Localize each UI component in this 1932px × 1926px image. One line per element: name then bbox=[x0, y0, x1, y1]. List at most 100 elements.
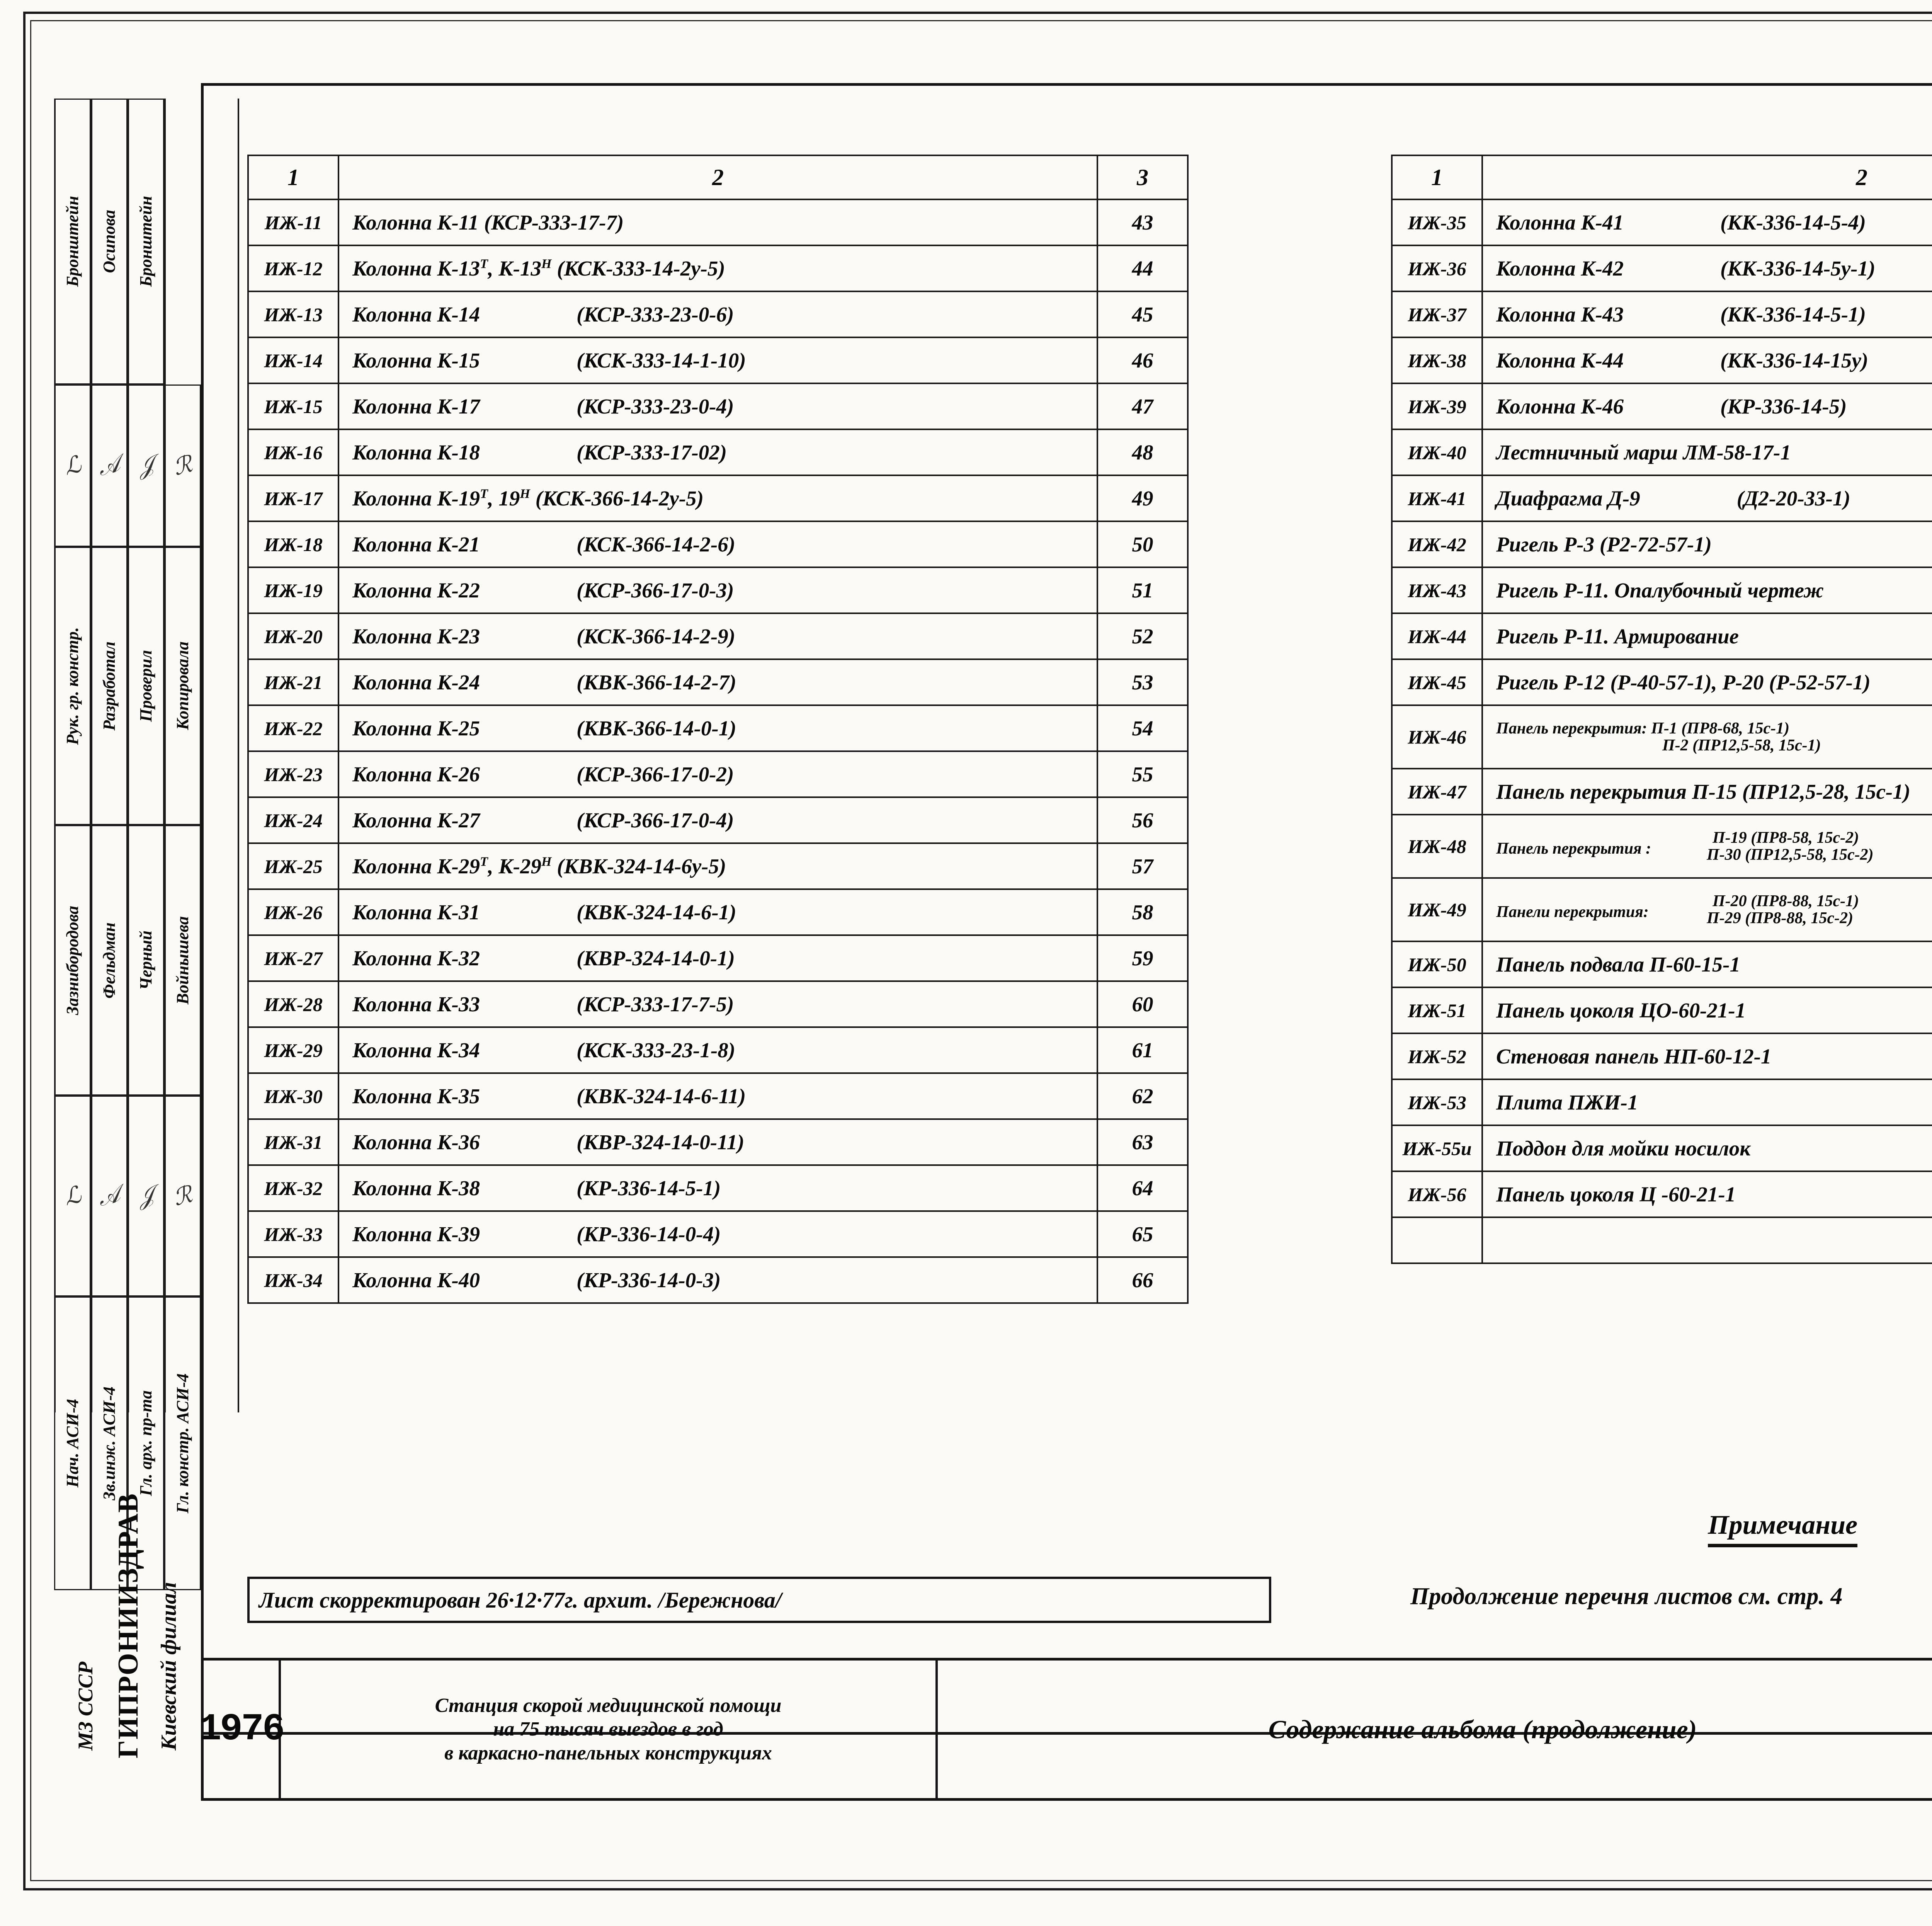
row-name: Панели перекрытия: П-20 (ПР8-88, 15с-1) П-… bbox=[1481, 877, 1932, 942]
row-name: Колонна К-34 (КСК-333-23-1-8) bbox=[338, 1026, 1098, 1074]
row-code: ИЖ-39 bbox=[1391, 383, 1483, 430]
table-row: ИЖ-30 Колонна К-35 (КВК-324-14-6-11) 62 bbox=[247, 1072, 1189, 1120]
row-code: ИЖ-30 bbox=[247, 1072, 339, 1120]
correction-note-box: Лист скорректирован 26·12·77г. архит. /Б… bbox=[247, 1577, 1271, 1623]
ministry-name: МЗ СССР bbox=[74, 1661, 97, 1751]
row-name: Колонна К-31 (КВК-324-14-6-1) bbox=[338, 888, 1098, 936]
row-name: Колонна К-39 (КР-336-14-0-4) bbox=[338, 1210, 1098, 1258]
row-code: ИЖ-26 bbox=[247, 888, 339, 936]
stamp-roles-lower-2: Зв.инж. АСИ-4 bbox=[91, 1296, 128, 1590]
row-page: 62 bbox=[1097, 1072, 1189, 1120]
table-row: ИЖ-32 Колонна К-38 (КР-336-14-5-1) 64 bbox=[247, 1164, 1189, 1212]
row-code: ИЖ-46 bbox=[1391, 704, 1483, 769]
row-name: Панель перекрытия : П-19 (ПР8-58, 15с-2) П… bbox=[1481, 814, 1932, 879]
row-name: Ригель Р-12 (Р-40-57-1), Р-20 (Р-52-57-1… bbox=[1481, 658, 1932, 706]
header-col-2: 2 bbox=[338, 155, 1098, 200]
table-row: ИЖ-25 Колонна К-29Т, К-29Н (КВК-324-14-6у… bbox=[247, 842, 1189, 890]
table-row: ИЖ-28 Колонна К-33 (КСР-333-17-7-5) 60 bbox=[247, 980, 1189, 1028]
stamp-text: Войнышева bbox=[173, 916, 192, 1005]
handwritten-signature: 𝒥 bbox=[135, 451, 157, 480]
handwritten-signature: 𝒜 bbox=[95, 450, 123, 481]
row-name: Плита ПЖИ-1 bbox=[1481, 1079, 1932, 1126]
header-col-1: 1 bbox=[1391, 155, 1483, 200]
row-name: Колонна К-38 (КР-336-14-5-1) bbox=[338, 1164, 1098, 1212]
row-code: ИЖ-51 bbox=[1391, 987, 1483, 1034]
stamp-text: Рук. гр. констр. bbox=[63, 627, 82, 745]
row-code: ИЖ-18 bbox=[247, 521, 339, 568]
header-col-1: 1 bbox=[247, 155, 339, 200]
row-name: Ригель Р-11. Опалубочный чертеж bbox=[1481, 567, 1932, 614]
table-row: ИЖ-20 Колонна К-23 (КСК-366-14-2-9) 52 bbox=[247, 613, 1189, 660]
table-row bbox=[1391, 1217, 1932, 1264]
row-name: Ригель Р-3 (Р2-72-57-1) bbox=[1481, 521, 1932, 568]
row-name: Колонна К-27 (КСР-366-17-0-4) bbox=[338, 796, 1098, 844]
stamp-roles-upper-2: Разработал bbox=[91, 547, 128, 825]
row-code: ИЖ-37 bbox=[1391, 291, 1483, 338]
row-name: Колонна К-21 (КСК-366-14-2-6) bbox=[338, 521, 1098, 568]
row-code: ИЖ-27 bbox=[247, 934, 339, 982]
stamp-text: Черный bbox=[136, 931, 155, 990]
row-name: Стеновая панель НП-60-12-1 bbox=[1481, 1033, 1932, 1080]
row-page: 54 bbox=[1097, 704, 1189, 752]
header-col-2: 2 bbox=[1481, 155, 1932, 200]
row-code: ИЖ-52 bbox=[1391, 1033, 1483, 1080]
title-block: 1976 Станция скорой медицинской помощи н… bbox=[199, 1658, 1932, 1801]
table-row: ИЖ-14 Колонна К-15 (КСК-333-14-1-10) 46 bbox=[247, 337, 1189, 384]
row-name: Колонна К-11 (КСР-333-17-7) bbox=[338, 199, 1098, 246]
row-code: ИЖ-15 bbox=[247, 383, 339, 430]
row-code: ИЖ-13 bbox=[247, 291, 339, 338]
row-page: 45 bbox=[1097, 291, 1189, 338]
table-row: ИЖ-12 Колонна К-13Т, К-13Н (КСК-333-14-2у… bbox=[247, 245, 1189, 292]
row-code: ИЖ-33 bbox=[247, 1210, 339, 1258]
row-name: Колонна К-14 (КСР-333-23-0-6) bbox=[338, 291, 1098, 338]
row-code: ИЖ-19 bbox=[247, 567, 339, 614]
row-page: 46 bbox=[1097, 337, 1189, 384]
row-page: 56 bbox=[1097, 796, 1189, 844]
row-code: ИЖ-43 bbox=[1391, 567, 1483, 614]
signature-cell: 𝒥 bbox=[128, 1096, 164, 1296]
signature-stamp-column: Бронштейн Осипова Бронштейн ℒ 𝒜 𝒥 ℛ Рук. гр. ко… bbox=[54, 99, 239, 1590]
stamp-roles-lower-1: Нач. АСИ-4 bbox=[54, 1296, 91, 1590]
row-code: ИЖ-47 bbox=[1391, 768, 1483, 815]
table-row: ИЖ-23 Колонна К-26 (КСР-366-17-0-2) 55 bbox=[247, 750, 1189, 798]
table-row: ИЖ-16 Колонна К-18 (КСР-333-17-02) 48 bbox=[247, 429, 1189, 476]
handwritten-signature: ℒ bbox=[61, 451, 84, 480]
row-code: ИЖ-24 bbox=[247, 796, 339, 844]
stamp-roles-lower-3: Гл. арх. пр-та bbox=[128, 1296, 164, 1590]
table-row: ИЖ-26 Колонна К-31 (КВК-324-14-6-1) 58 bbox=[247, 888, 1189, 936]
table-row: ИЖ-15 Колонна К-17 (КСР-333-23-0-4) 47 bbox=[247, 383, 1189, 430]
signature-cell: ℛ bbox=[164, 1096, 201, 1296]
row-page: 66 bbox=[1097, 1256, 1189, 1304]
branch-name: Киевский филиал bbox=[157, 1582, 181, 1751]
stamp-roles-upper-3: Проверил bbox=[128, 547, 164, 825]
row-page: 57 bbox=[1097, 842, 1189, 890]
row-name: Колонна К-13Т, К-13Н (КСК-333-14-2у-5) bbox=[338, 245, 1098, 292]
row-name: Панель подвала П-60-15-1 bbox=[1481, 941, 1932, 988]
row-code: ИЖ-36 bbox=[1391, 245, 1483, 292]
title-block-object: Станция скорой медицинской помощи на 75 … bbox=[281, 1661, 938, 1798]
note-heading: Примечание bbox=[1708, 1509, 1858, 1547]
row-name: Колонна К-40 (КР-336-14-0-3) bbox=[338, 1256, 1098, 1304]
signature-cell: 𝒜 bbox=[91, 1096, 128, 1296]
table-row: ИЖ-22 Колонна К-25 (КВК-366-14-0-1) 54 bbox=[247, 704, 1189, 752]
table-row: ИЖ-13 Колонна К-14 (КСР-333-23-0-6) 45 bbox=[247, 291, 1189, 338]
row-name: Колонна К-42 (КК-336-14-5у-1) bbox=[1481, 245, 1932, 292]
row-code: ИЖ-48 bbox=[1391, 814, 1483, 879]
row-code: ИЖ-14 bbox=[247, 337, 339, 384]
row-page: 47 bbox=[1097, 383, 1189, 430]
row-code: ИЖ-17 bbox=[247, 475, 339, 522]
row-code: ИЖ-12 bbox=[247, 245, 339, 292]
row-page: 52 bbox=[1097, 613, 1189, 660]
signature-cell: ℒ bbox=[54, 1096, 91, 1296]
stamp-roles-lower-4: Гл. констр. АСИ-4 bbox=[164, 1296, 201, 1590]
